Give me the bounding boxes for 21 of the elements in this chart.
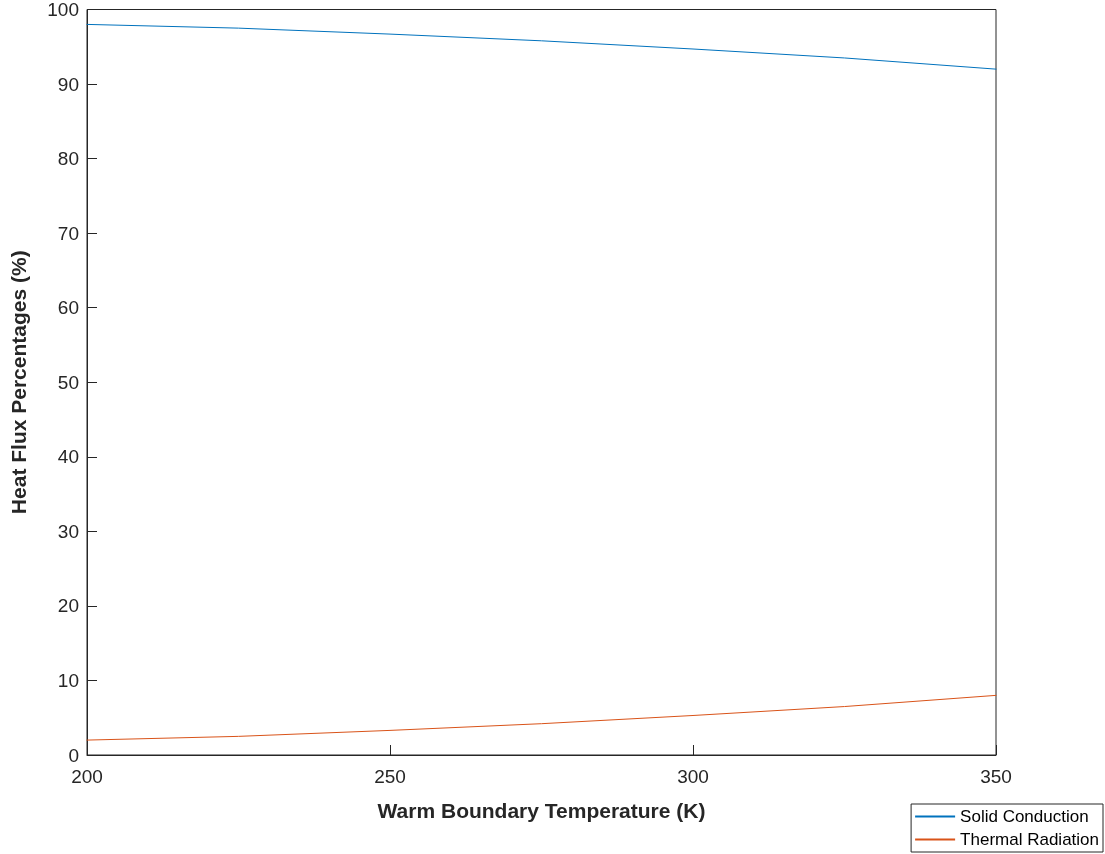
y-tick-label: 20 [57,595,79,617]
y-tick-label: 90 [57,73,79,95]
x-tick-label: 200 [71,766,103,787]
x-tick-label: 300 [677,766,709,787]
y-tick-label: 50 [57,371,79,393]
legend-label: Solid Conduction [960,807,1089,826]
x-axis-title: Warm Boundary Temperature (K) [377,799,706,822]
y-tick-label: 0 [68,744,79,766]
y-tick-label: 40 [57,446,79,468]
y-tick-label: 80 [57,148,79,170]
line-series [86,23,997,70]
y-axis-title: Heat Flux Percentages (%) [7,250,30,515]
y-tick-label: 60 [57,297,79,319]
y-tick-label: 100 [47,0,79,20]
legend-label: Thermal Radiation [960,830,1100,849]
x-tick-label: 250 [374,766,406,787]
line-series [86,694,997,741]
x-tick-label: 350 [980,766,1012,787]
y-tick-label: 30 [57,520,79,542]
y-tick-label: 10 [57,669,79,691]
y-tick-label: 70 [57,222,79,244]
